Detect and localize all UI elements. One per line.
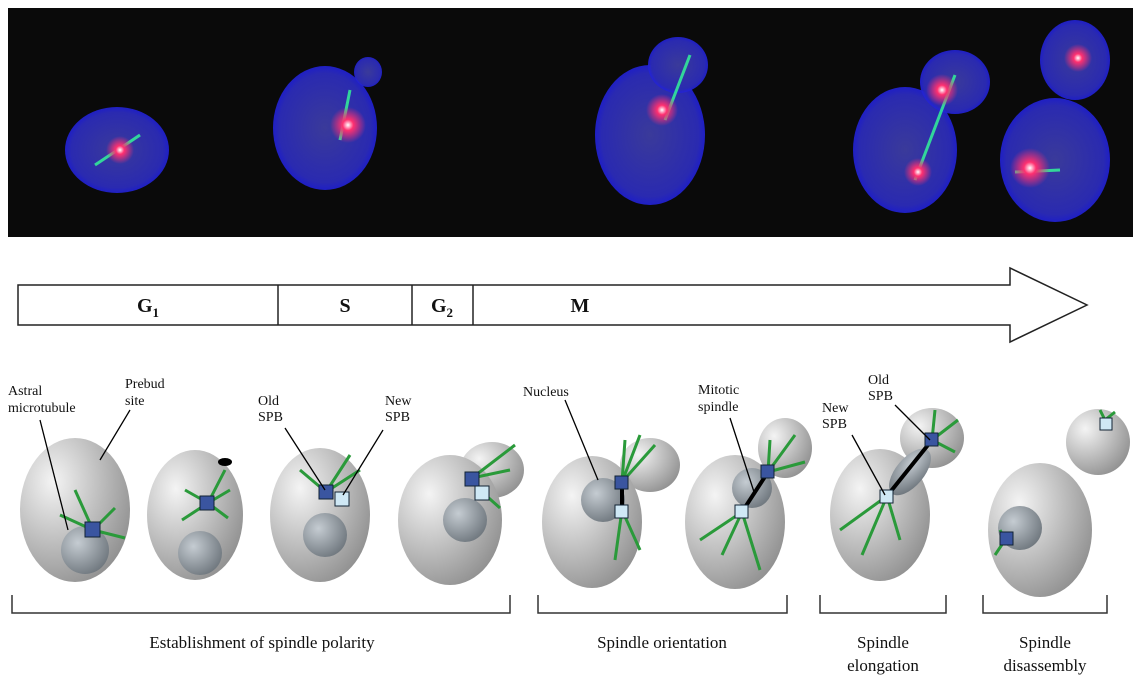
cells	[20, 408, 1130, 597]
figure: G1 S G2 M Astralmicrotubule Prebudsite O…	[0, 0, 1141, 682]
phase-label: S	[339, 295, 350, 317]
sections: Establishment of spindle polarity Spindl…	[12, 595, 1107, 675]
label: Nucleus	[523, 385, 569, 400]
micrograph	[8, 8, 1133, 237]
section-label: Establishment of spindle polarity	[149, 633, 375, 652]
cell-cycle-arrow: G1 S G2 M	[18, 268, 1087, 342]
section-label: Spindle orientation	[597, 633, 727, 652]
phase-label: M	[571, 295, 590, 317]
